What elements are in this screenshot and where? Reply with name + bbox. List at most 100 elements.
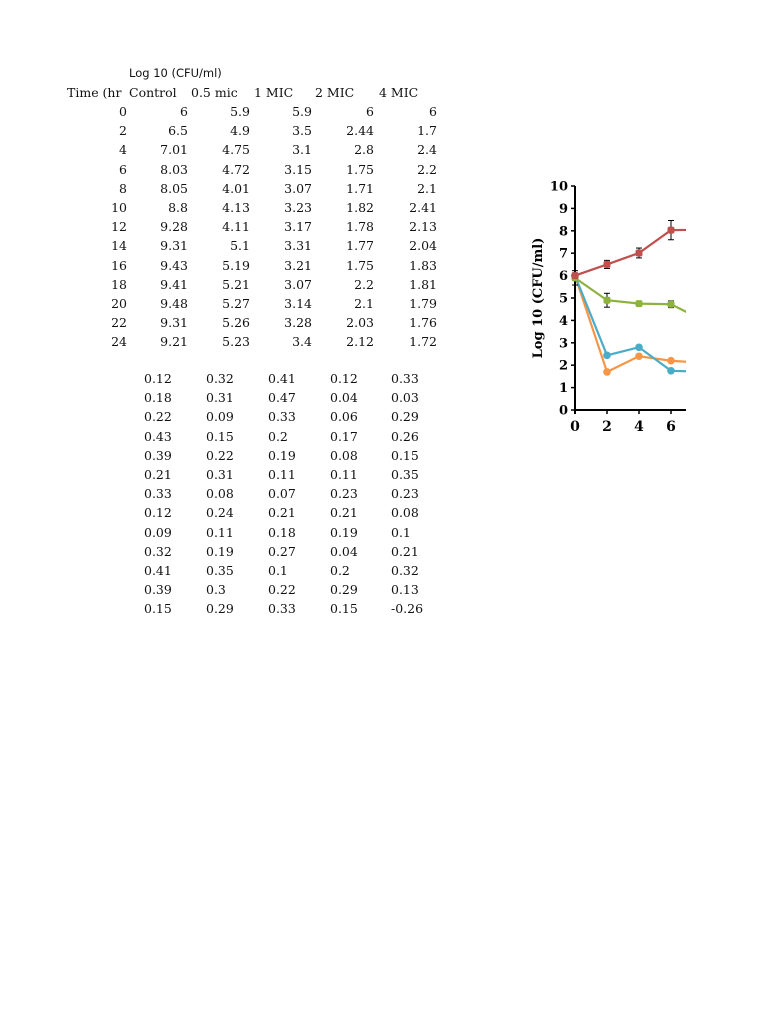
- value-cell: 9.31: [160, 238, 188, 254]
- error-cell: 0.31: [206, 390, 234, 406]
- error-cell: 0.18: [144, 390, 172, 406]
- time-cell: 4: [119, 142, 127, 158]
- error-cell: 0.35: [391, 467, 419, 482]
- chart-canvas: 0 1 2 3 4 5 6 7 8 9 10 0 2 4 6 Log 10 (CFU/ml): [531, 180, 686, 435]
- value-cell: 1.72: [409, 334, 437, 350]
- value-cell: 1.79: [409, 296, 437, 311]
- error-cell: 0.29: [206, 601, 234, 617]
- value-cell: 1.75: [346, 161, 374, 177]
- error-cell: 0.33: [268, 601, 296, 617]
- value-cell: 1.83: [409, 257, 437, 273]
- value-cell: 1.7: [417, 123, 437, 139]
- y-tick-label: 10: [550, 180, 568, 195]
- value-cell: 4.72: [222, 161, 250, 177]
- data-marker: [603, 260, 611, 268]
- header-1mic: 1 MIC: [254, 85, 294, 100]
- error-cell: 0.21: [144, 467, 172, 482]
- error-cell: 0.2: [268, 428, 288, 444]
- time-cell: 20: [111, 296, 127, 311]
- error-cell: 0.41: [268, 371, 296, 386]
- y-tick-label: 3: [559, 336, 568, 351]
- value-cell: 5.26: [222, 315, 250, 331]
- error-cell: 0.15: [330, 601, 358, 617]
- value-cell: 1.82: [346, 200, 374, 215]
- error-cell: 0.32: [206, 371, 234, 386]
- value-cell: 2.2: [354, 276, 374, 292]
- x-tick-label: 4: [634, 419, 644, 435]
- value-cell: 3.17: [284, 219, 312, 235]
- data-marker: [635, 300, 643, 308]
- value-cell: 5.19: [222, 257, 250, 273]
- value-cell: 7.01: [160, 142, 188, 158]
- error-cell: 0.11: [330, 467, 358, 482]
- error-cell: 0.47: [268, 390, 296, 406]
- error-cell: 0.26: [391, 428, 419, 444]
- value-cell: 9.48: [160, 296, 188, 311]
- x-tick-label: 6: [666, 419, 676, 435]
- time-cell: 0: [119, 104, 127, 119]
- error-cell: 0.39: [144, 582, 172, 598]
- error-cell: 0.1: [391, 524, 411, 540]
- time-cell: 14: [111, 238, 127, 254]
- data-marker: [603, 296, 611, 304]
- value-cell: 6: [180, 104, 188, 119]
- value-cell: 8.03: [160, 161, 188, 177]
- value-cell: 3.14: [284, 296, 312, 311]
- value-cell: 9.31: [160, 315, 188, 331]
- error-cell: 0.33: [144, 486, 172, 502]
- data-marker: [635, 343, 643, 352]
- table-title: Log 10 (CFU/ml): [129, 66, 222, 80]
- value-cell: 2.4: [417, 142, 437, 158]
- error-cell: 0.13: [391, 582, 419, 598]
- error-cell: 0.08: [330, 447, 358, 463]
- value-cell: 3.23: [284, 200, 312, 215]
- time-cell: 10: [111, 200, 127, 215]
- error-cell: 0.12: [144, 371, 172, 386]
- value-cell: 4.9: [230, 123, 250, 139]
- value-cell: 9.28: [160, 219, 188, 235]
- error-cell: 0.04: [330, 390, 358, 406]
- error-cell: 0.22: [144, 409, 172, 425]
- value-cell: 2.13: [409, 219, 437, 235]
- time-cell: 2: [119, 123, 127, 139]
- error-cell: 0.03: [391, 390, 419, 406]
- error-cell: 0.32: [144, 543, 172, 559]
- y-tick-label: 0: [559, 404, 568, 419]
- error-cell: 0.32: [391, 563, 419, 578]
- value-cell: 9.43: [160, 257, 188, 273]
- value-cell: 2.03: [346, 315, 374, 331]
- error-cell: 0.21: [391, 543, 419, 559]
- error-cell: 0.17: [330, 428, 358, 444]
- y-tick-label: 4: [559, 314, 568, 329]
- error-cell: 0.11: [206, 524, 234, 540]
- value-cell: 3.1: [292, 142, 312, 158]
- value-cell: 1.75: [346, 257, 374, 273]
- y-tick-label: 9: [559, 202, 568, 217]
- value-cell: 4.11: [222, 219, 250, 235]
- value-cell: 3.31: [284, 238, 312, 254]
- value-cell: 4.13: [222, 200, 250, 215]
- data-marker: [603, 351, 611, 360]
- value-cell: 3.07: [284, 180, 312, 196]
- error-cell: 0.24: [206, 505, 234, 521]
- error-cell: 0.11: [268, 467, 296, 482]
- error-cell: 0.19: [268, 447, 296, 463]
- x-tick-label: 2: [602, 419, 612, 435]
- line-chart[interactable]: 0 1 2 3 4 5 6 7 8 9 10 0 2 4 6 Log 10 (CFU/ml): [520, 170, 686, 440]
- y-tick-label: 5: [559, 292, 568, 307]
- value-cell: 2.44: [346, 123, 374, 139]
- error-cell: 0.09: [206, 409, 234, 425]
- value-cell: 5.9: [292, 104, 312, 119]
- time-cell: 22: [111, 315, 127, 331]
- error-cell: 0.15: [391, 447, 419, 463]
- time-cell: 12: [111, 219, 127, 235]
- data-marker: [635, 249, 643, 257]
- error-cell: 0.2: [330, 563, 350, 578]
- error-cell: 0.07: [268, 486, 296, 502]
- series-line-control: [574, 228, 686, 277]
- y-tick-label: 6: [559, 269, 568, 284]
- error-cell: 0.15: [206, 428, 234, 444]
- error-cell: 0.23: [330, 486, 358, 502]
- value-cell: 8.8: [168, 200, 188, 215]
- error-cell: 0.29: [330, 582, 358, 598]
